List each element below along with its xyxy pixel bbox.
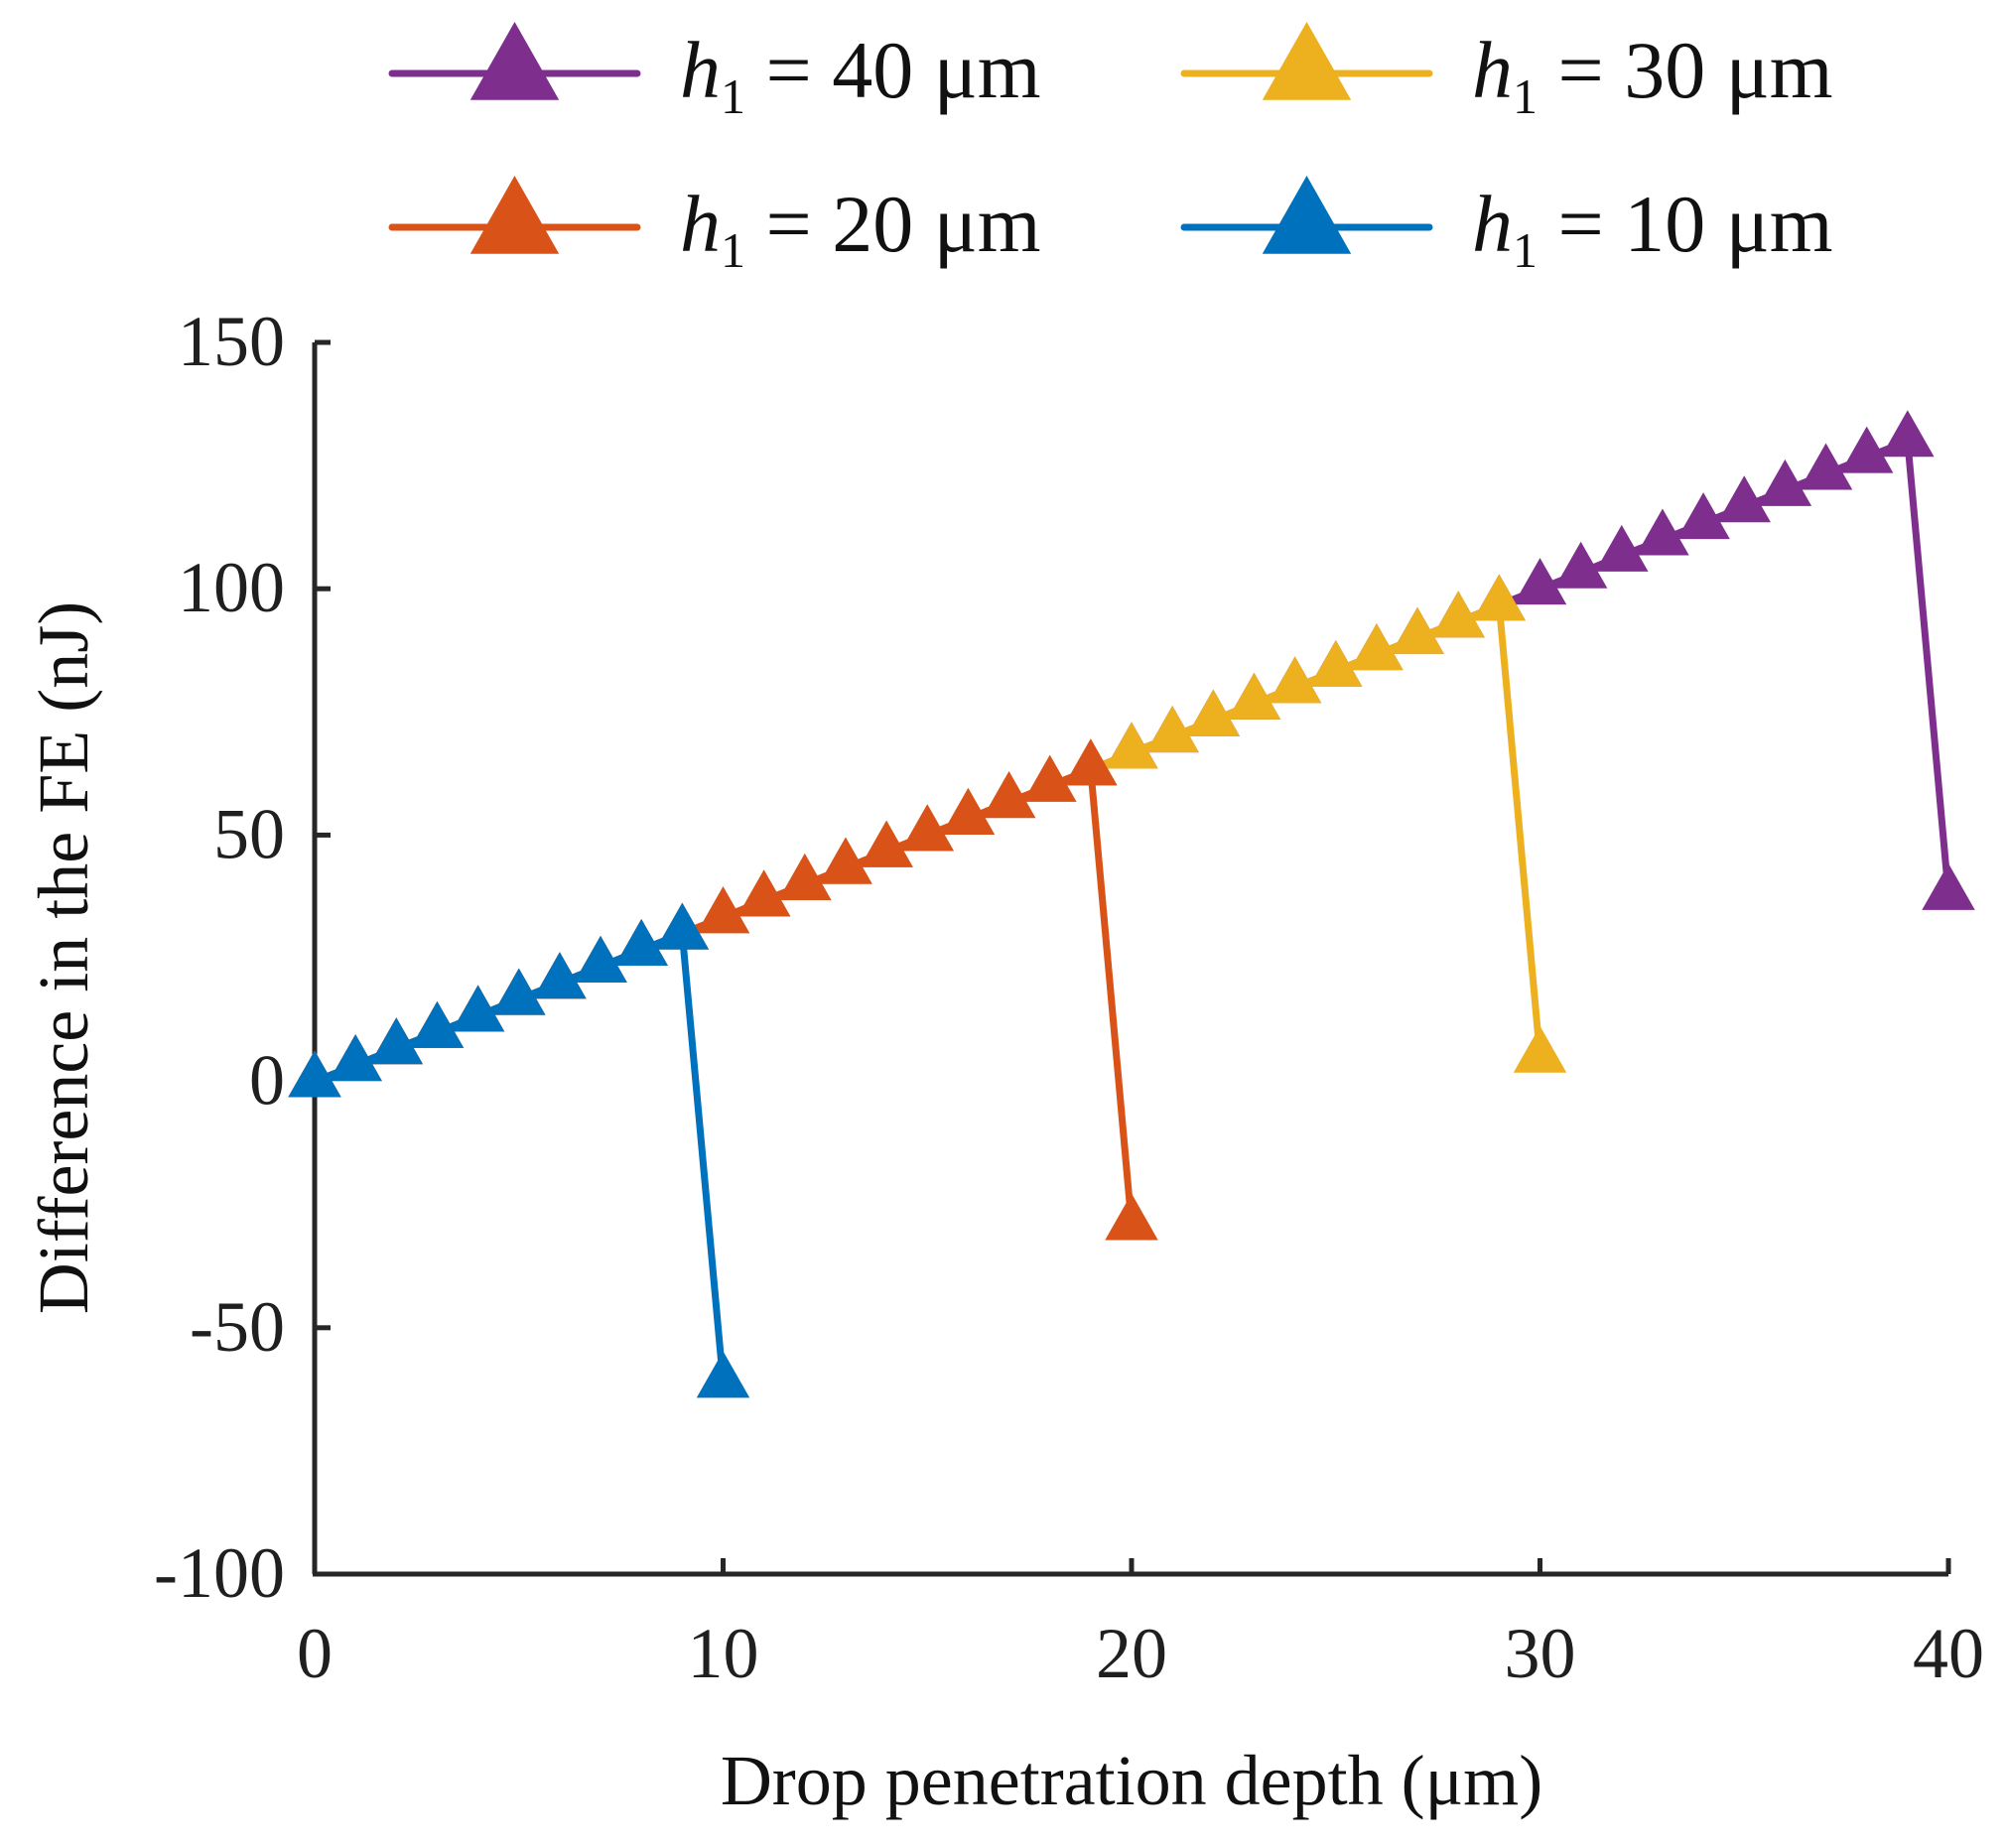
data-point-marker: [941, 787, 996, 835]
legend-variable: h: [1472, 25, 1513, 115]
legend-variable: h: [680, 179, 721, 269]
data-point-marker: [982, 771, 1036, 819]
data-point-marker: [1105, 1193, 1158, 1241]
data-point-marker: [696, 886, 750, 934]
data-point-marker: [1309, 640, 1363, 688]
axis-labels: Drop penetration depth (μm) Difference i…: [24, 601, 1542, 1820]
x-tick-label: 0: [297, 1614, 333, 1693]
legend-subscript: 1: [1513, 68, 1538, 124]
data-point-marker: [451, 985, 505, 1032]
ticks: 0 10 20 30 40 -100 -50 0 50 100 150: [154, 302, 1984, 1693]
legend-subscript: 1: [1513, 222, 1538, 278]
legend-label: h1 = 40 μm: [680, 25, 1041, 124]
legend-variable: h: [1472, 179, 1513, 269]
data-point-marker: [1105, 722, 1158, 769]
legend-item: h1 = 10 μm: [1180, 176, 1833, 278]
data-point-marker: [819, 837, 872, 884]
data-point-marker: [1391, 606, 1444, 654]
data-point-marker: [696, 1351, 750, 1398]
series-2: [288, 738, 1158, 1241]
data-point-marker: [1431, 591, 1485, 638]
series-line: [311, 765, 1136, 1229]
data-point-marker: [614, 918, 668, 967]
y-tick-label: 150: [178, 302, 285, 381]
data-point-marker: [369, 1017, 424, 1065]
x-tick-label: 40: [1913, 1614, 1984, 1693]
legend-subscript: 1: [721, 222, 745, 278]
data-point-marker: [1636, 508, 1689, 556]
data-point-marker: [860, 820, 913, 867]
data-point-marker: [1186, 689, 1241, 736]
y-axis-label: Difference in the FE (nJ): [24, 601, 103, 1314]
data-point-marker: [1227, 672, 1281, 720]
data-point-marker: [655, 902, 710, 950]
data-point-marker: [1839, 426, 1894, 473]
x-tick-label: 10: [688, 1614, 759, 1693]
y-tick-label: 50: [213, 794, 285, 873]
data-point-marker: [1268, 656, 1322, 704]
x-tick-label: 20: [1096, 1614, 1167, 1693]
data-point-marker: [1145, 706, 1199, 753]
y-tick-label: -50: [190, 1287, 285, 1367]
y-tick-label: -100: [154, 1533, 285, 1613]
legend-marker: [1262, 176, 1352, 254]
data-point-marker: [288, 1050, 341, 1098]
data-point-marker: [1799, 443, 1853, 490]
legend-item: h1 = 40 μm: [388, 22, 1041, 124]
legend-label: h1 = 10 μm: [1472, 179, 1833, 278]
legend-value: = 10 μm: [1538, 179, 1833, 269]
data-point-marker: [1553, 541, 1608, 589]
legend-item: h1 = 20 μm: [388, 176, 1041, 278]
data-point-marker: [574, 935, 627, 983]
data-point-marker: [1064, 738, 1118, 786]
x-axis-label: Drop penetration depth (μm): [721, 1741, 1542, 1820]
data-point-marker: [1717, 475, 1771, 523]
data-point-marker: [1881, 410, 1935, 458]
series-3: [288, 902, 750, 1398]
y-tick-label: 0: [249, 1041, 285, 1121]
data-point-marker: [736, 869, 791, 917]
legend-label: h1 = 30 μm: [1472, 25, 1833, 124]
data-point-marker: [1595, 524, 1649, 572]
legend-marker: [469, 22, 560, 100]
legend-marker: [1262, 22, 1352, 100]
data-point-marker: [1350, 623, 1404, 671]
legend-value: = 40 μm: [745, 25, 1041, 115]
legend-marker: [469, 176, 560, 254]
data-point-marker: [900, 804, 954, 852]
data-point-marker: [1922, 862, 1975, 910]
data-point-marker: [1676, 492, 1730, 540]
data-point-marker: [1022, 754, 1077, 802]
data-point-marker: [778, 853, 832, 900]
data-point-marker: [1513, 558, 1567, 605]
data-point-marker: [492, 968, 546, 1015]
data-point-marker: [1472, 574, 1527, 621]
legend-variable: h: [680, 25, 721, 115]
legend-item: h1 = 30 μm: [1180, 22, 1833, 124]
data-point-marker: [533, 952, 587, 999]
data-point-marker: [1758, 459, 1812, 506]
data-point-marker: [1513, 1025, 1567, 1073]
legend-value: = 30 μm: [1538, 25, 1833, 115]
legend-subscript: 1: [721, 68, 745, 124]
data-point-marker: [410, 1000, 465, 1048]
y-tick-label: 100: [178, 548, 285, 627]
x-tick-label: 30: [1505, 1614, 1576, 1693]
legend-value: = 20 μm: [745, 179, 1041, 269]
data-point-marker: [329, 1034, 382, 1082]
legend-label: h1 = 20 μm: [680, 179, 1041, 278]
plot-series: [288, 410, 1975, 1398]
